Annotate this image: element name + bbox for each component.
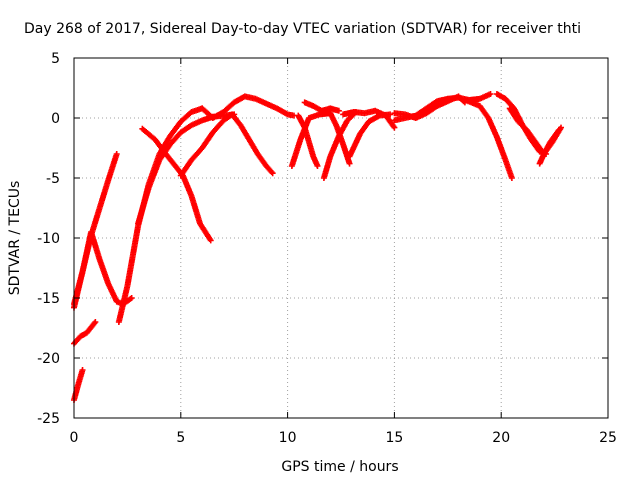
data-point-marker (346, 160, 353, 167)
y-tick-label: -5 (46, 171, 60, 187)
grid-layer (74, 58, 608, 418)
x-tick-label: 25 (599, 430, 617, 446)
data-point-marker (269, 170, 276, 177)
y-tick-label: -20 (37, 351, 60, 367)
data-point-marker (207, 237, 214, 244)
x-tick-label: 10 (279, 430, 297, 446)
x-tick-label: 0 (70, 430, 79, 446)
data-point-marker (314, 163, 321, 169)
chart-title: Day 268 of 2017, Sidereal Day-to-day VTE… (24, 21, 581, 37)
y-tick-label: 5 (51, 51, 60, 67)
data-point-marker (391, 124, 398, 131)
series-arc-11 (301, 99, 342, 114)
y-tick-label: -10 (37, 231, 60, 247)
x-axis-label: GPS time / hours (281, 459, 398, 475)
y-tick-label: -15 (37, 291, 60, 307)
series-arc-9 (199, 93, 298, 121)
series-arc-16 (346, 111, 394, 160)
series-arc-6 (139, 125, 214, 244)
data-point-marker (508, 175, 515, 181)
data-point-marker (113, 151, 120, 157)
data-series-layer (71, 91, 565, 403)
data-point-marker (335, 107, 342, 114)
series-arc-2 (71, 319, 99, 347)
data-point-marker (487, 91, 494, 97)
y-tick-label: 0 (51, 111, 60, 127)
series-arc-8 (177, 111, 276, 179)
data-point-marker (128, 295, 135, 301)
data-point-marker (79, 367, 86, 373)
series-arc-1 (71, 367, 86, 403)
data-point-marker (555, 127, 562, 133)
series-arc-22 (536, 127, 562, 167)
x-tick-label: 20 (492, 430, 510, 446)
data-point-marker (92, 319, 99, 325)
series-arc-5 (115, 105, 206, 325)
tick-layer: 0 5 10 15 20 25 -25 -20 -15 -10 -5 0 5 (37, 51, 617, 446)
series-arc-12 (295, 112, 321, 169)
x-tick-label: 5 (176, 430, 185, 446)
y-axis-label: SDTVAR / TECUs (7, 181, 23, 296)
data-point-marker (387, 111, 394, 118)
x-tick-label: 15 (385, 430, 403, 446)
series-arc-19 (461, 97, 515, 181)
y-tick-label: -25 (37, 411, 60, 427)
